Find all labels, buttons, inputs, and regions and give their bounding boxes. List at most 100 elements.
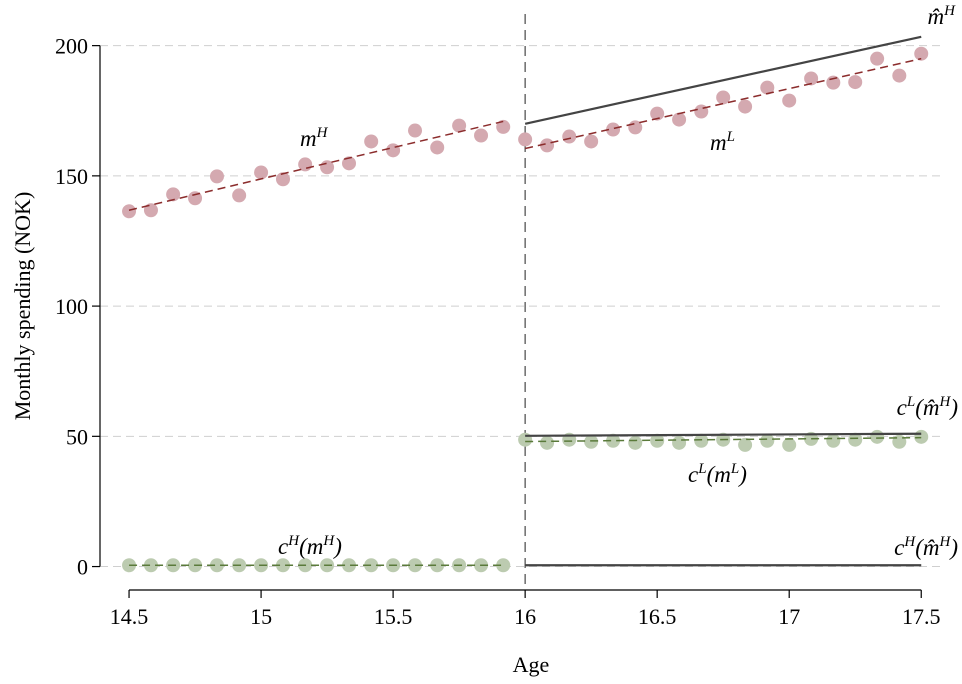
point (606, 122, 621, 137)
y-tick-label: 50 (66, 424, 88, 449)
point (848, 432, 863, 447)
point (188, 191, 203, 206)
point (760, 80, 775, 95)
point (892, 434, 907, 449)
point (364, 134, 379, 149)
point (760, 433, 775, 448)
x-tick-label: 16.5 (638, 604, 677, 629)
annotation-text: c (897, 395, 907, 420)
annotation-sup: L (906, 394, 915, 410)
annotation-text: (m (299, 534, 323, 559)
annotation: mL (710, 129, 735, 155)
annotation: m̂H (928, 3, 957, 29)
annotation-sup: H (322, 533, 335, 549)
annotation-text: c (688, 462, 698, 487)
y-tick-label: 200 (55, 34, 88, 59)
annotation-sup: H (938, 394, 951, 410)
point (496, 558, 511, 573)
annotation-text: (m̂ (915, 395, 939, 420)
point (540, 435, 555, 450)
point (275, 172, 290, 187)
annotation-text: ) (737, 462, 747, 487)
annotation-text: m (710, 130, 727, 155)
point (143, 203, 158, 218)
annotation: cH(mH) (278, 533, 342, 559)
point (408, 123, 423, 138)
point (826, 75, 841, 90)
point (254, 165, 269, 180)
annotation: cL(mL) (688, 461, 747, 487)
annotation-sup: L (726, 129, 735, 145)
point (672, 435, 687, 450)
annotation-text: m̂ (928, 4, 945, 29)
point (584, 134, 599, 149)
point (452, 118, 467, 133)
annotation-text: (m (707, 462, 731, 487)
x-tick-label: 17.5 (902, 604, 941, 629)
point (342, 558, 357, 573)
annotation: cL(m̂H) (897, 394, 958, 420)
annotation-text: ) (948, 535, 958, 560)
point (209, 169, 224, 184)
annotation-text: m (300, 126, 317, 151)
point (650, 106, 665, 121)
y-tick-label: 0 (77, 555, 88, 580)
annotation-text: ) (332, 534, 342, 559)
annotation-text: c (278, 534, 288, 559)
point (518, 132, 533, 147)
point (275, 558, 290, 573)
point (694, 104, 709, 119)
y-tick-label: 150 (55, 164, 88, 189)
point (232, 188, 247, 203)
annotation-sup: H (903, 534, 916, 550)
x-tick-label: 16 (514, 604, 536, 629)
y-tick-label: 100 (55, 294, 88, 319)
point (870, 429, 885, 444)
x-tick-label: 15 (250, 604, 272, 629)
point (430, 140, 445, 155)
point (143, 558, 158, 573)
fit-line (525, 432, 922, 437)
annotation-text: (m̂ (915, 535, 939, 560)
point (342, 156, 357, 171)
point (738, 99, 753, 114)
annotation-sup: H (316, 125, 329, 141)
fit-line (524, 57, 922, 150)
point (408, 558, 423, 573)
point (738, 437, 753, 452)
annotation: mH (300, 125, 329, 151)
point (716, 90, 731, 105)
point (804, 431, 819, 446)
annotation-text: c (894, 535, 904, 560)
point (804, 71, 819, 86)
point (628, 435, 643, 450)
point (386, 143, 401, 158)
point (826, 433, 841, 448)
point (496, 119, 511, 134)
point (870, 51, 885, 66)
point (914, 429, 929, 444)
point (122, 204, 137, 219)
point (848, 75, 863, 90)
annotation: cH(m̂H) (894, 534, 958, 560)
point (562, 129, 577, 144)
point (782, 93, 797, 108)
point (166, 187, 181, 202)
x-axis-label: Age (513, 652, 550, 677)
annotation-sup: L (730, 461, 739, 477)
annotation-sup: H (287, 533, 300, 549)
x-tick-label: 17 (778, 604, 800, 629)
point (782, 437, 797, 452)
point (584, 434, 599, 449)
point (606, 433, 621, 448)
y-axis-label: Monthly spending (NOK) (10, 192, 35, 421)
annotation-sup: H (943, 3, 956, 19)
fit-line (525, 436, 922, 443)
point (430, 558, 445, 573)
point (364, 558, 379, 573)
point (914, 46, 929, 61)
annotation-text: ) (948, 395, 958, 420)
x-tick-label: 15.5 (374, 604, 413, 629)
annotation-sup: H (938, 534, 951, 550)
